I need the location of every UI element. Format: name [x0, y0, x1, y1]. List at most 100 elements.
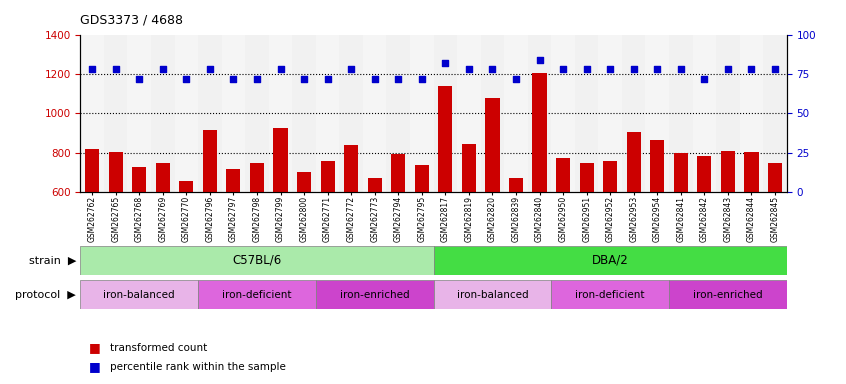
Point — [509, 76, 523, 82]
Bar — [552, 35, 575, 192]
Bar — [151, 35, 174, 192]
Bar — [697, 156, 711, 192]
Bar — [339, 35, 363, 192]
Bar — [179, 181, 194, 192]
Text: strain  ▶: strain ▶ — [29, 255, 76, 265]
Bar — [528, 35, 552, 192]
Point — [203, 66, 217, 72]
Bar — [622, 35, 645, 192]
Bar — [273, 128, 288, 192]
Bar — [227, 169, 240, 192]
Bar — [174, 35, 198, 192]
Bar — [532, 73, 547, 192]
Bar — [434, 280, 552, 309]
Bar — [457, 35, 481, 192]
Point — [344, 66, 358, 72]
Point — [250, 76, 264, 82]
Point — [156, 66, 169, 72]
Point — [321, 76, 334, 82]
Bar — [651, 140, 664, 192]
Bar — [580, 164, 594, 192]
Bar — [434, 246, 787, 275]
Text: iron-enriched: iron-enriched — [693, 290, 763, 300]
Bar — [245, 35, 269, 192]
Point — [603, 66, 617, 72]
Point — [462, 66, 475, 72]
Text: iron-deficient: iron-deficient — [575, 290, 645, 300]
Bar — [410, 35, 434, 192]
Point — [627, 66, 640, 72]
Point — [557, 66, 570, 72]
Bar — [198, 35, 222, 192]
Bar — [415, 166, 429, 192]
Bar — [509, 178, 523, 192]
Bar — [222, 35, 245, 192]
Bar — [462, 144, 476, 192]
Point — [721, 66, 734, 72]
Bar — [297, 172, 311, 192]
Point — [297, 76, 310, 82]
Text: iron-deficient: iron-deficient — [222, 290, 292, 300]
Text: GDS3373 / 4688: GDS3373 / 4688 — [80, 14, 184, 27]
Bar — [128, 35, 151, 192]
Bar — [669, 280, 787, 309]
Bar — [80, 246, 433, 275]
Bar — [627, 132, 640, 192]
Bar — [693, 35, 716, 192]
Bar — [438, 86, 453, 192]
Text: transformed count: transformed count — [110, 343, 207, 353]
Bar — [744, 152, 759, 192]
Bar — [250, 164, 264, 192]
Bar — [316, 280, 433, 309]
Point — [179, 76, 193, 82]
Point — [274, 66, 288, 72]
Bar — [481, 35, 504, 192]
Bar — [721, 151, 735, 192]
Bar — [763, 35, 787, 192]
Bar — [603, 161, 618, 192]
Text: iron-balanced: iron-balanced — [457, 290, 528, 300]
Point — [580, 66, 593, 72]
Bar — [368, 178, 382, 192]
Text: ■: ■ — [89, 341, 101, 354]
Bar — [669, 35, 693, 192]
Bar — [552, 280, 669, 309]
Point — [415, 76, 429, 82]
Point — [698, 76, 711, 82]
Point — [651, 66, 664, 72]
Bar — [344, 145, 358, 192]
Text: iron-balanced: iron-balanced — [103, 290, 175, 300]
Bar — [80, 280, 198, 309]
Point — [533, 57, 547, 63]
Point — [486, 66, 499, 72]
Bar — [575, 35, 598, 192]
Bar — [198, 280, 316, 309]
Point — [768, 66, 782, 72]
Point — [438, 60, 452, 66]
Bar — [504, 35, 528, 192]
Text: C57BL/6: C57BL/6 — [233, 254, 282, 266]
Bar — [85, 149, 99, 192]
Bar — [104, 35, 128, 192]
Point — [744, 66, 758, 72]
Text: ■: ■ — [89, 360, 101, 373]
Point — [674, 66, 688, 72]
Text: iron-enriched: iron-enriched — [340, 290, 409, 300]
Bar — [716, 35, 739, 192]
Bar — [434, 35, 457, 192]
Bar — [321, 162, 335, 192]
Text: protocol  ▶: protocol ▶ — [15, 290, 76, 300]
Point — [368, 76, 382, 82]
Text: DBA/2: DBA/2 — [592, 254, 629, 266]
Bar — [387, 35, 410, 192]
Text: percentile rank within the sample: percentile rank within the sample — [110, 362, 286, 372]
Bar — [486, 98, 499, 192]
Bar — [203, 130, 217, 192]
Bar — [645, 35, 669, 192]
Bar — [598, 35, 622, 192]
Bar — [132, 167, 146, 192]
Bar — [739, 35, 763, 192]
Point — [109, 66, 123, 72]
Bar — [556, 157, 570, 192]
Bar — [80, 35, 104, 192]
